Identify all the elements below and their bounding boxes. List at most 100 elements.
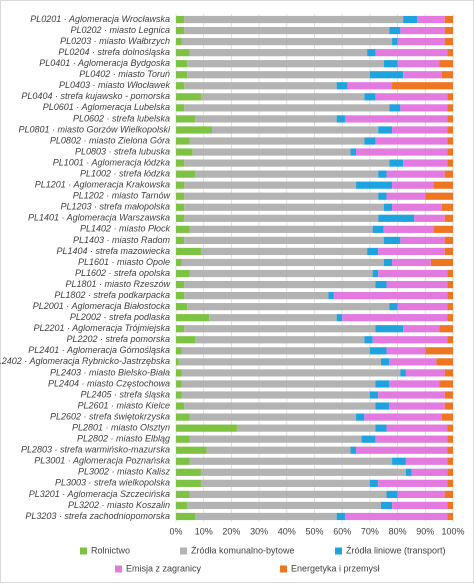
bar-segment (189, 269, 373, 278)
bar-segment (444, 247, 453, 256)
bar-segment (397, 60, 440, 68)
bar-segment (444, 236, 453, 244)
y-tick-label: PL3001 · Aglomeracja Poznańska (34, 456, 170, 466)
bar-segment (375, 93, 448, 101)
bar-segment (403, 71, 442, 79)
bar-segment (403, 15, 417, 24)
bar-segment (336, 314, 343, 322)
bar-segment (178, 358, 381, 366)
y-tick-label: PL0402 · miasto Toruń (79, 69, 170, 79)
bar-segment (364, 413, 442, 421)
legend-label: Energetyka i przemysł (291, 563, 380, 573)
bar-segment (441, 203, 453, 211)
bar-segment (444, 170, 453, 178)
y-tick-label: PL1403 · miasto Radom (73, 235, 171, 245)
bar-segment (212, 126, 379, 134)
bar-segment (392, 38, 398, 46)
y-tick-label: PL0803 · strefa lubuska (75, 146, 170, 156)
bar-segment (378, 214, 415, 222)
bar-segment (176, 303, 188, 311)
bar-segment (375, 380, 390, 388)
legend-swatch (80, 547, 87, 555)
bar-segment (364, 336, 373, 344)
bar-segment (176, 402, 185, 410)
legend-swatch (335, 547, 342, 555)
bar-segment (176, 358, 179, 366)
bar-segment (181, 38, 393, 46)
y-tick-label: PL2404 · miasto Częstochowa (48, 378, 170, 388)
bar-segment (403, 325, 440, 333)
bar-segment (184, 280, 376, 289)
x-tick-label: 40% (278, 526, 296, 536)
bar-segment (380, 358, 390, 366)
bar-segment (392, 82, 453, 90)
bar-segment (444, 26, 453, 35)
bar-segment (187, 501, 381, 510)
bar-segment (176, 269, 190, 278)
bar-segment (184, 82, 337, 90)
bar-segment (209, 314, 337, 322)
bar-segment (386, 192, 426, 200)
y-tick-label: PL1802 · strefa podkarpacka (54, 290, 170, 300)
y-tick-label: PL1202 · miasto Tarnów (73, 191, 171, 201)
bar-segment (441, 71, 453, 79)
bar-segment (392, 457, 406, 465)
bar-segment (397, 303, 448, 311)
bar-segment (389, 26, 401, 35)
bar-segment (176, 60, 188, 68)
bar-segment (350, 148, 357, 156)
bar-segment (176, 26, 185, 35)
bar-segment (181, 391, 370, 399)
bar-segment (192, 148, 351, 156)
bar-segment (176, 280, 185, 289)
bar-segment (436, 358, 453, 366)
bar-segment (383, 258, 393, 267)
x-tick-label: 30% (250, 526, 268, 536)
y-tick-label: PL2202 · strefa pomorska (66, 334, 170, 344)
y-tick-label: PL0602 · strefa lubelska (73, 113, 170, 123)
bar-segment (439, 380, 453, 388)
bar-segment (444, 391, 453, 399)
bar-segment (444, 15, 453, 24)
bar-segment (383, 236, 401, 244)
bar-segment (184, 292, 329, 300)
bar-segment (189, 435, 362, 443)
bar-segment (184, 214, 379, 222)
y-tick-label: PL0801 · miasto Gorzów Wielkopolski (19, 124, 171, 134)
bar-segment (405, 468, 412, 476)
y-tick-label: PL0403 · miasto Włocławek (59, 80, 171, 90)
legend-label: Źródła komunalno-bytowe (191, 545, 295, 555)
bar-segment (176, 446, 207, 454)
bar-segment (176, 369, 182, 377)
bar-segment (195, 115, 337, 123)
bar-segment (447, 49, 453, 57)
bar-segment (184, 26, 390, 35)
bar-segment (447, 314, 453, 322)
y-tick-label: PL0201 · Aglomeracja Wrocławska (30, 14, 170, 24)
y-tick-label: PL1002 · strefa łódzka (80, 169, 170, 179)
bar-segment (375, 325, 404, 333)
bar-segment (383, 60, 398, 68)
y-tick-label: PL2802 · miasto Elbląg (77, 434, 170, 444)
bar-segment (176, 314, 210, 322)
bar-segment (400, 369, 406, 377)
bar-segment (176, 424, 237, 432)
bar-segment (181, 347, 370, 355)
bar-segment (425, 192, 453, 200)
bar-segment (200, 479, 370, 487)
bar-segment (336, 512, 345, 521)
bar-segment (444, 214, 453, 222)
y-tick-label: PL0204 · strefa dolnośląska (58, 47, 170, 57)
bar-segment (392, 258, 431, 267)
bar-segment (378, 479, 448, 487)
bar-segment (356, 446, 448, 454)
bar-segment (356, 413, 365, 421)
x-tick-label: 60% (333, 526, 351, 536)
bar-segment (372, 225, 384, 233)
bar-segment (405, 369, 445, 377)
bar-segment (447, 435, 453, 443)
bar-segment (392, 501, 448, 510)
bar-segment (200, 468, 406, 476)
bar-segment (195, 336, 365, 344)
